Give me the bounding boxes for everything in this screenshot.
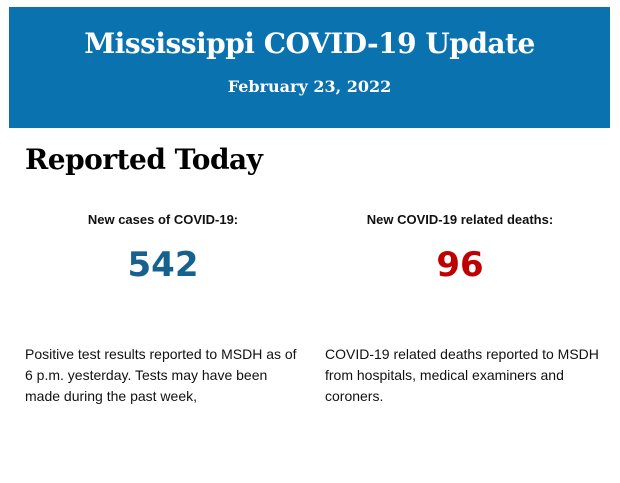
deaths-description: COVID-19 related deaths reported to MSDH… — [325, 346, 599, 404]
cases-label: New cases of COVID-19: — [87, 212, 239, 227]
header-banner: Mississippi COVID-19 Update February 23,… — [9, 7, 610, 128]
page-title: Mississippi COVID-19 Update — [84, 27, 535, 60]
cases-stat: New cases of COVID-19: 542 — [18, 212, 308, 285]
update-date: February 23, 2022 — [227, 77, 392, 96]
cases-description: Positive test results reported to MSDH a… — [25, 346, 297, 404]
section-title: Reported Today — [25, 143, 263, 176]
cases-value: 542 — [127, 245, 199, 285]
deaths-stat: New COVID-19 related deaths: 96 — [315, 212, 605, 285]
deaths-value: 96 — [436, 245, 484, 285]
deaths-label: New COVID-19 related deaths: — [366, 212, 554, 227]
